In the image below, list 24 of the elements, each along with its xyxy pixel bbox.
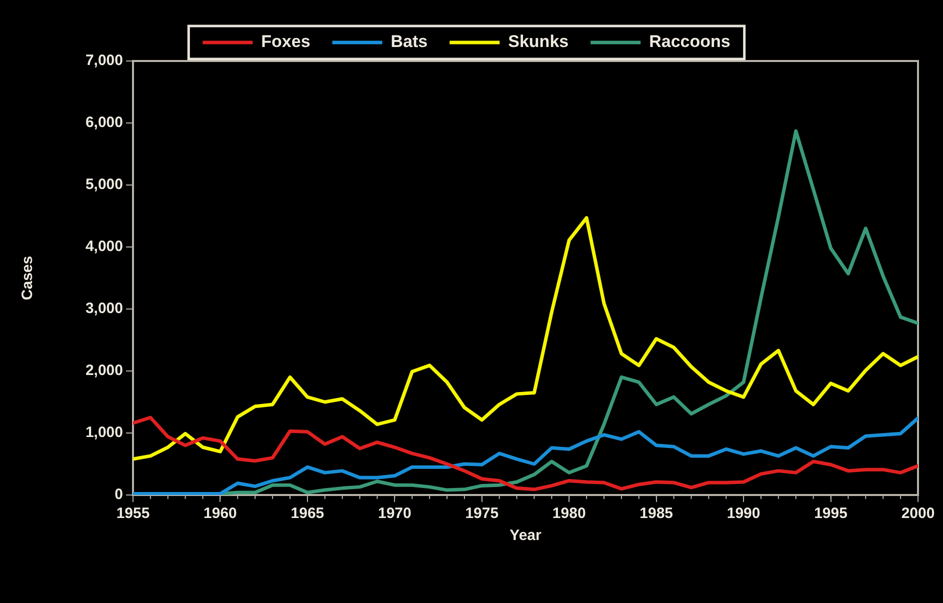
x-tick-label: 1955: [116, 505, 150, 522]
x-tick-label: 1995: [814, 505, 848, 522]
x-axis-title: Year: [510, 527, 542, 544]
y-axis-title: Cases: [19, 256, 36, 300]
legend-label: Foxes: [261, 32, 310, 52]
x-tick-label: 2000: [901, 505, 935, 522]
x-tick-label: 1970: [378, 505, 412, 522]
y-tick-label: 0: [114, 486, 123, 504]
x-tick-label: 1975: [465, 505, 499, 522]
legend-label: Skunks: [508, 32, 569, 52]
y-tick-label: 7,000: [85, 52, 123, 70]
y-tick-label: 2,000: [85, 362, 123, 380]
legend-label: Bats: [390, 32, 428, 52]
y-tick-label: 5,000: [85, 176, 123, 194]
y-tick-label: 4,000: [85, 238, 123, 256]
x-tick-label: 1960: [204, 505, 237, 522]
x-tick-label: 1980: [552, 505, 586, 522]
x-tick-label: 1985: [640, 505, 674, 522]
y-tick-label: 3,000: [85, 300, 123, 318]
y-tick-label: 6,000: [85, 114, 123, 132]
legend-label: Raccoons: [649, 32, 730, 52]
x-tick-label: 1990: [726, 505, 760, 522]
y-tick-label: 1,000: [85, 424, 123, 442]
x-tick-label: 1965: [290, 505, 324, 522]
